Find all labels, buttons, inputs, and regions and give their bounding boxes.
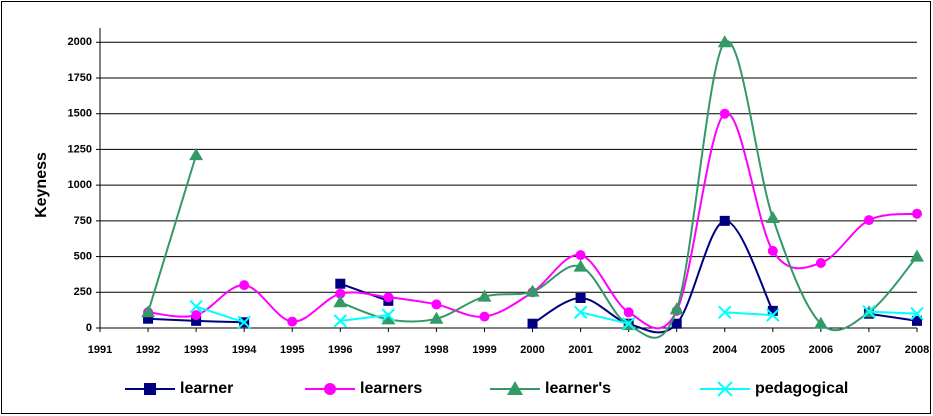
y-tick-label: 750 xyxy=(74,215,92,227)
x-tick-label: 1997 xyxy=(376,344,400,356)
marker xyxy=(717,35,732,48)
x-tick-label: 2003 xyxy=(664,344,688,356)
marker xyxy=(718,305,732,319)
marker xyxy=(863,215,874,226)
y-tick-label: 500 xyxy=(74,250,92,262)
x-tick-label: 1993 xyxy=(184,344,208,356)
y-axis-label: Keyness xyxy=(33,152,50,218)
marker xyxy=(719,215,730,226)
marker xyxy=(575,293,586,303)
x-tick-label: 2005 xyxy=(761,344,785,356)
marker xyxy=(287,316,298,327)
marker xyxy=(431,299,442,310)
x-tick-label: 1998 xyxy=(424,344,448,356)
x-tick-label: 2004 xyxy=(713,344,738,356)
marker xyxy=(429,311,444,324)
marker xyxy=(335,278,346,289)
marker xyxy=(191,315,202,326)
y-tick-label: 1250 xyxy=(68,143,92,155)
x-tick-label: 1995 xyxy=(280,344,304,356)
marker xyxy=(573,305,588,319)
x-tick-label: 2006 xyxy=(809,344,833,356)
y-tick-label: 1000 xyxy=(68,179,92,191)
marker xyxy=(525,284,540,297)
legend-label: learner xyxy=(180,380,233,397)
marker xyxy=(766,308,780,322)
x-tick-label: 1994 xyxy=(232,344,257,356)
series-line xyxy=(195,305,918,325)
marker xyxy=(671,318,682,329)
marker xyxy=(717,381,733,397)
marker xyxy=(189,148,204,161)
x-tick-label: 2000 xyxy=(520,344,544,356)
marker xyxy=(573,259,588,272)
legend-label: learner's xyxy=(545,380,611,397)
series-line xyxy=(147,40,918,339)
marker xyxy=(910,249,924,262)
marker xyxy=(527,318,538,329)
x-tick-label: 2001 xyxy=(568,344,592,356)
marker xyxy=(381,308,396,322)
marker xyxy=(623,307,634,318)
marker xyxy=(141,305,156,318)
marker xyxy=(239,280,250,291)
marker xyxy=(912,315,922,326)
x-tick-label: 1991 xyxy=(88,344,112,356)
marker xyxy=(191,310,202,321)
marker xyxy=(862,304,876,319)
x-tick-label: 2002 xyxy=(616,344,640,356)
y-tick-label: 1500 xyxy=(68,108,92,120)
marker xyxy=(333,295,348,308)
marker xyxy=(575,250,586,261)
legend-label: learners xyxy=(360,380,422,397)
marker xyxy=(144,383,156,395)
marker xyxy=(335,288,346,299)
marker xyxy=(479,311,490,322)
marker xyxy=(189,299,203,314)
legend-label: pedagogical xyxy=(755,380,848,397)
x-tick-label: 1992 xyxy=(136,344,160,356)
y-tick-label: 0 xyxy=(86,322,92,334)
marker xyxy=(815,258,826,268)
marker xyxy=(237,315,251,329)
marker xyxy=(765,211,780,223)
y-tick-label: 2000 xyxy=(68,36,92,48)
marker xyxy=(143,313,154,324)
x-tick-label: 2008 xyxy=(905,344,929,356)
marker xyxy=(719,108,730,119)
x-tick-label: 1996 xyxy=(328,344,352,356)
marker xyxy=(333,314,348,328)
marker xyxy=(669,302,684,315)
x-tick-label: 2007 xyxy=(857,344,881,356)
marker xyxy=(621,317,636,331)
marker xyxy=(477,289,492,302)
x-tick-label: 1999 xyxy=(472,344,496,356)
marker xyxy=(910,307,924,321)
marker xyxy=(813,316,828,329)
marker xyxy=(912,208,922,219)
marker xyxy=(507,381,523,395)
marker xyxy=(383,292,394,303)
marker xyxy=(381,312,396,325)
y-tick-label: 1750 xyxy=(68,72,92,84)
marker xyxy=(324,383,336,395)
marker xyxy=(767,245,778,256)
marker xyxy=(767,305,778,316)
y-tick-label: 250 xyxy=(74,286,92,298)
